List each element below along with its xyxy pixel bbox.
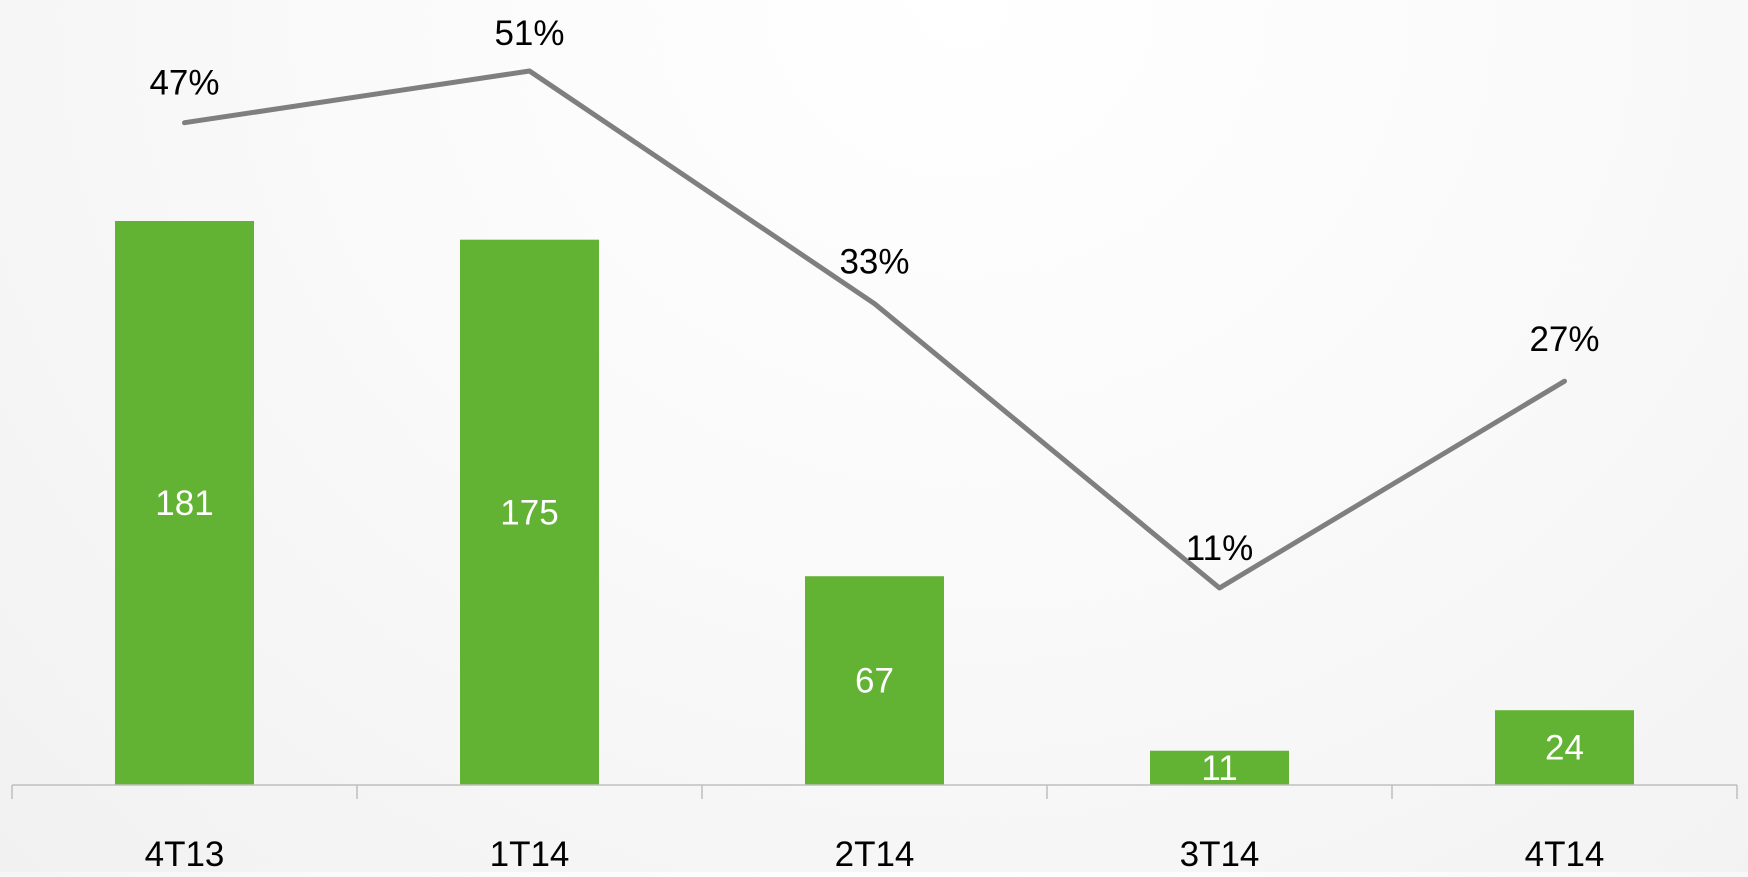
x-tick-label: 1T14 xyxy=(490,835,570,872)
bar-value-label: 24 xyxy=(1545,729,1584,768)
x-tick-label: 3T14 xyxy=(1180,835,1260,872)
line-value-label: 51% xyxy=(494,14,564,53)
line-value-label: 27% xyxy=(1529,320,1599,359)
x-tick-label: 4T13 xyxy=(145,835,225,872)
bar-value-label: 67 xyxy=(855,662,894,701)
bar-4t13 xyxy=(115,221,254,785)
line-value-label: 47% xyxy=(149,64,219,103)
line-value-label: 33% xyxy=(839,243,909,282)
line-value-label: 11% xyxy=(1186,529,1253,568)
percentage-line xyxy=(182,68,1567,591)
bar-1t14 xyxy=(460,239,599,785)
bar-2t14 xyxy=(805,576,944,785)
labels-layer: 181 175 67 11 24 4T13 1T14 2T14 3T14 4T14 47% 51% 33… xyxy=(145,14,1605,874)
x-tick-label: 2T14 xyxy=(835,835,915,872)
bar-3t14 xyxy=(1150,750,1289,785)
bars-layer xyxy=(115,221,1634,785)
bar-value-label: 181 xyxy=(155,484,213,523)
bar-value-label: 175 xyxy=(500,493,558,532)
bar-4t14 xyxy=(1495,710,1634,785)
x-axis xyxy=(11,784,1738,799)
line-layer xyxy=(182,68,1567,591)
bar-value-label: 11 xyxy=(1201,749,1237,788)
x-tick-label: 4T14 xyxy=(1525,835,1605,872)
